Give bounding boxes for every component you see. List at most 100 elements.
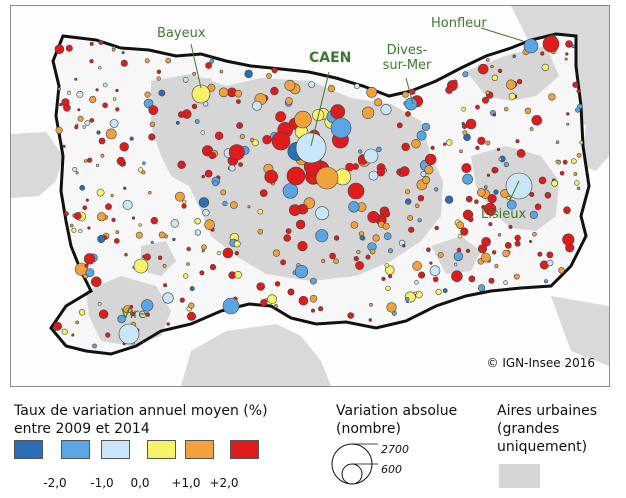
commune-symbol — [97, 235, 106, 244]
commune-symbol — [421, 122, 431, 131]
commune-symbol — [538, 176, 547, 185]
commune-symbol — [460, 227, 469, 236]
commune-symbol — [415, 290, 423, 299]
commune-symbol — [219, 69, 224, 74]
commune-symbol — [486, 173, 491, 177]
commune-symbol — [158, 231, 166, 239]
commune-symbol — [162, 292, 174, 304]
commune-symbol — [82, 205, 88, 211]
commune-symbol — [529, 192, 535, 198]
commune-symbol — [102, 102, 108, 109]
commune-symbol — [285, 97, 293, 105]
commune-symbol — [54, 44, 65, 55]
commune-symbol — [145, 312, 150, 317]
commune-symbol — [84, 120, 91, 126]
commune-symbol — [477, 63, 489, 75]
commune-symbol — [333, 258, 339, 264]
commune-symbol — [158, 89, 166, 97]
commune-symbol — [493, 189, 499, 195]
commune-symbol — [461, 163, 472, 174]
commune-symbol — [83, 159, 88, 163]
commune-symbol — [96, 130, 101, 135]
legend-circle-small — [341, 463, 363, 485]
commune-symbol — [77, 108, 81, 112]
commune-symbol — [233, 240, 241, 248]
commune-symbol — [477, 244, 488, 254]
commune-symbol — [257, 208, 264, 215]
commune-symbol — [71, 333, 75, 337]
commune-symbol — [412, 261, 422, 271]
place-label-dives-sur-mer: Dives- sur-Mer — [377, 43, 437, 73]
commune-symbol — [131, 216, 136, 220]
commune-symbol — [188, 302, 195, 309]
town-symbol — [222, 297, 240, 315]
commune-symbol — [574, 180, 580, 186]
commune-symbol — [201, 174, 205, 179]
commune-symbol — [446, 139, 453, 146]
commune-symbol — [64, 211, 69, 217]
town-symbol — [542, 35, 560, 53]
commune-symbol — [407, 214, 413, 221]
commune-symbol — [475, 104, 480, 110]
department-boundary — [49, 32, 591, 356]
commune-symbol — [183, 273, 189, 279]
commune-symbol — [429, 265, 441, 277]
commune-symbol — [98, 66, 102, 70]
commune-symbol — [234, 251, 240, 256]
commune-symbol — [236, 122, 243, 129]
commune-symbol — [72, 167, 78, 173]
commune-symbol — [503, 161, 510, 168]
town-symbol — [347, 182, 365, 200]
commune-symbol — [111, 47, 116, 52]
legend-urban-title: Aires urbaines (grandes uniquement) — [497, 402, 617, 456]
commune-symbol — [83, 253, 96, 265]
commune-symbol — [182, 76, 189, 83]
commune-symbol — [414, 279, 419, 285]
commune-symbol — [468, 275, 476, 283]
commune-symbol — [128, 308, 133, 314]
commune-symbol — [119, 142, 129, 152]
commune-symbol — [74, 77, 78, 81]
commune-symbol — [571, 158, 577, 164]
commune-symbol — [467, 216, 474, 223]
commune-symbol — [558, 267, 565, 274]
commune-symbol — [424, 165, 434, 175]
legend-tick-4: +1,0 — [171, 476, 201, 490]
commune-symbol — [97, 301, 102, 306]
commune-symbol — [402, 244, 406, 248]
legend-urban-title-line2: (grandes — [497, 421, 560, 437]
commune-symbol — [87, 226, 91, 230]
place-label-lisieux: Lisieux — [481, 207, 527, 222]
neighbour-land-southeast — [551, 296, 609, 366]
commune-symbol — [111, 217, 116, 222]
commune-symbol — [244, 69, 253, 79]
commune-symbol — [252, 100, 263, 111]
commune-symbol — [565, 40, 573, 48]
legend-rate-title-line2: entre 2009 et 2014 — [14, 421, 150, 437]
legend-urban-title-line1: Aires urbaines — [497, 403, 598, 419]
commune-symbol — [189, 286, 195, 292]
commune-symbol — [453, 262, 458, 267]
commune-symbol — [98, 39, 104, 45]
commune-symbol — [122, 199, 133, 210]
commune-symbol — [275, 111, 286, 123]
commune-symbol — [546, 259, 554, 267]
commune-symbol — [135, 231, 143, 239]
commune-symbol — [369, 248, 376, 255]
commune-symbol — [399, 166, 410, 177]
commune-symbol — [494, 264, 499, 269]
commune-symbol — [295, 219, 306, 230]
commune-symbol — [376, 168, 386, 177]
commune-symbol — [141, 170, 146, 175]
commune-symbol — [239, 133, 245, 140]
commune-symbol — [288, 204, 301, 216]
commune-symbol — [220, 189, 227, 196]
commune-symbol — [315, 206, 329, 221]
legend-proportional-circles — [331, 443, 378, 485]
commune-symbol — [149, 121, 156, 128]
commune-symbol — [504, 106, 509, 112]
commune-symbol — [480, 252, 491, 263]
commune-symbol — [112, 97, 117, 101]
commune-symbol — [260, 299, 268, 307]
place-label-honfleur: Honfleur — [431, 16, 487, 31]
